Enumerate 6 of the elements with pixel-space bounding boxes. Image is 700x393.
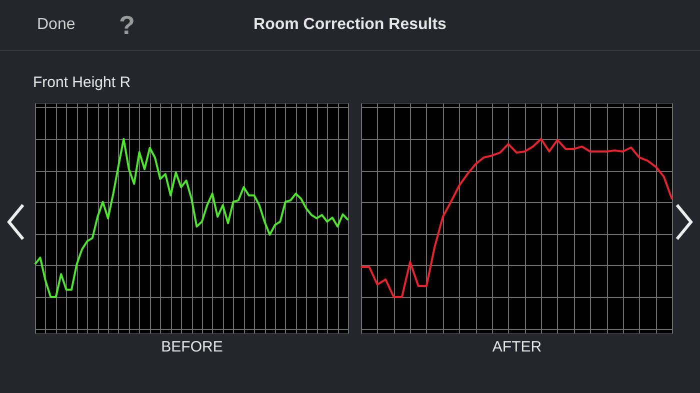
x-axis-title: AFTER	[492, 338, 542, 356]
chart-title: Room Correction Results	[254, 16, 446, 33]
chart-subtitle: Front Height R	[33, 74, 131, 91]
x-axis-title: BEFORE	[161, 338, 223, 356]
text: Done	[37, 16, 76, 34]
text: ?	[119, 10, 135, 41]
